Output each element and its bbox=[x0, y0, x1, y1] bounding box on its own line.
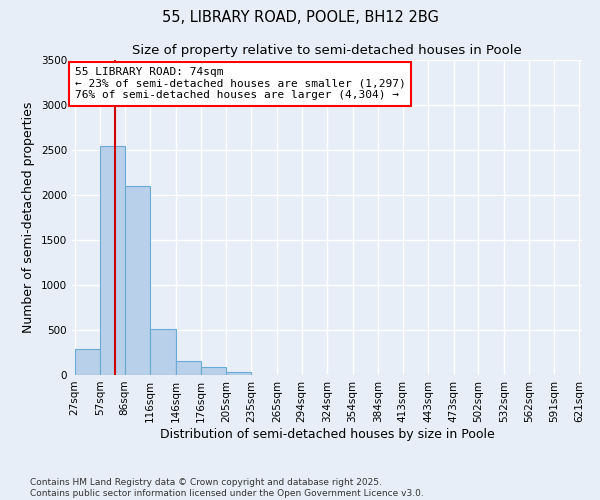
Text: Contains HM Land Registry data © Crown copyright and database right 2025.
Contai: Contains HM Land Registry data © Crown c… bbox=[30, 478, 424, 498]
Bar bbox=[201, 367, 226, 375]
Bar bbox=[74, 349, 100, 375]
X-axis label: Distribution of semi-detached houses by size in Poole: Distribution of semi-detached houses by … bbox=[160, 428, 494, 440]
Bar bbox=[226, 372, 251, 375]
Title: Size of property relative to semi-detached houses in Poole: Size of property relative to semi-detach… bbox=[132, 44, 522, 58]
Y-axis label: Number of semi-detached properties: Number of semi-detached properties bbox=[22, 102, 35, 333]
Bar bbox=[125, 186, 150, 375]
Bar bbox=[176, 360, 201, 375]
Bar bbox=[150, 329, 176, 375]
Text: 55 LIBRARY ROAD: 74sqm
← 23% of semi-detached houses are smaller (1,297)
76% of : 55 LIBRARY ROAD: 74sqm ← 23% of semi-det… bbox=[74, 67, 406, 100]
Text: 55, LIBRARY ROAD, POOLE, BH12 2BG: 55, LIBRARY ROAD, POOLE, BH12 2BG bbox=[161, 10, 439, 25]
Bar bbox=[100, 146, 125, 375]
